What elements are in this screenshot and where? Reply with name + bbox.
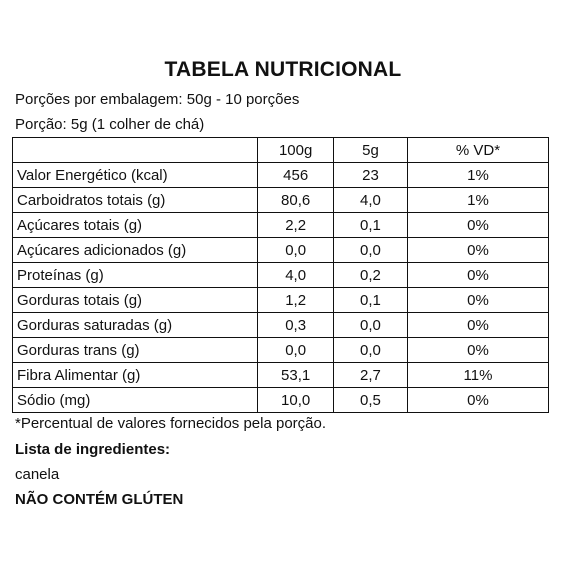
table-row: Sódio (mg) 10,0 0,5 0% (11, 387, 550, 413)
daily-value: 1% (406, 162, 550, 188)
table-row: Valor Energético (kcal) 456 23 1% (11, 162, 550, 188)
table-row: Gorduras totais (g) 1,2 0,1 0% (11, 287, 550, 313)
value-per-100g: 0,0 (257, 237, 334, 263)
table-row: Açúcares totais (g) 2,2 0,1 0% (11, 212, 550, 238)
footnote: *Percentual de valores fornecidos pela p… (15, 415, 327, 432)
nutrient-name: Gorduras totais (g) (11, 287, 259, 313)
value-per-5g: 0,0 (333, 312, 408, 338)
ingredients-list: canela (15, 466, 60, 483)
daily-value: 0% (406, 287, 550, 313)
value-per-100g: 10,0 (257, 387, 334, 413)
daily-value: 0% (406, 212, 550, 238)
value-per-100g: 53,1 (257, 362, 334, 388)
value-per-100g: 0,3 (257, 312, 334, 338)
nutrient-name: Gorduras saturadas (g) (11, 312, 259, 338)
value-per-100g: 0,0 (257, 337, 334, 363)
table-row: Fibra Alimentar (g) 53,1 2,7 11% (11, 362, 550, 388)
nutrient-name: Açúcares totais (g) (11, 212, 259, 238)
nutrient-name: Valor Energético (kcal) (11, 162, 259, 188)
daily-value: 11% (406, 362, 550, 388)
value-per-5g: 2,7 (333, 362, 408, 388)
table-row: Açúcares adicionados (g) 0,0 0,0 0% (11, 237, 550, 263)
table-row: Gorduras trans (g) 0,0 0,0 0% (11, 337, 550, 363)
value-per-5g: 0,1 (333, 212, 408, 238)
value-per-5g: 4,0 (333, 187, 408, 213)
value-per-100g: 4,0 (257, 262, 334, 288)
daily-value: 0% (406, 312, 550, 338)
daily-value: 0% (406, 337, 550, 363)
value-per-5g: 0,0 (333, 337, 408, 363)
value-per-5g: 0,2 (333, 262, 408, 288)
header-daily-value: % VD* (406, 137, 550, 163)
header-nutrient (11, 137, 259, 163)
ingredients-title: Lista de ingredientes: (15, 441, 171, 458)
servings-per-package: Porções por embalagem: 50g - 10 porções (15, 91, 300, 108)
value-per-5g: 0,1 (333, 287, 408, 313)
portion-size: Porção: 5g (1 colher de chá) (15, 116, 205, 133)
value-per-5g: 0,0 (333, 237, 408, 263)
value-per-100g: 456 (257, 162, 334, 188)
label-title: TABELA NUTRICIONAL (164, 58, 402, 81)
nutrient-name: Sódio (mg) (11, 387, 259, 413)
nutrition-table: 100g 5g % VD* Valor Energético (kcal) 456… (11, 137, 550, 413)
gluten-notice: NÃO CONTÉM GLÚTEN (15, 491, 184, 508)
header-per-5g: 5g (333, 137, 408, 163)
daily-value: 0% (406, 262, 550, 288)
daily-value: 0% (406, 237, 550, 263)
value-per-100g: 2,2 (257, 212, 334, 238)
table-row: Gorduras saturadas (g) 0,3 0,0 0% (11, 312, 550, 338)
header-per-100g: 100g (257, 137, 334, 163)
value-per-5g: 23 (333, 162, 408, 188)
value-per-100g: 1,2 (257, 287, 334, 313)
daily-value: 1% (406, 187, 550, 213)
table-row: Carboidratos totais (g) 80,6 4,0 1% (11, 187, 550, 213)
nutrient-name: Carboidratos totais (g) (11, 187, 259, 213)
table-header-row: 100g 5g % VD* (11, 137, 550, 163)
nutrient-name: Gorduras trans (g) (11, 337, 259, 363)
value-per-100g: 80,6 (257, 187, 334, 213)
daily-value: 0% (406, 387, 550, 413)
table-row: Proteínas (g) 4,0 0,2 0% (11, 262, 550, 288)
nutrient-name: Fibra Alimentar (g) (11, 362, 259, 388)
nutrient-name: Proteínas (g) (11, 262, 259, 288)
value-per-5g: 0,5 (333, 387, 408, 413)
nutrient-name: Açúcares adicionados (g) (11, 237, 259, 263)
